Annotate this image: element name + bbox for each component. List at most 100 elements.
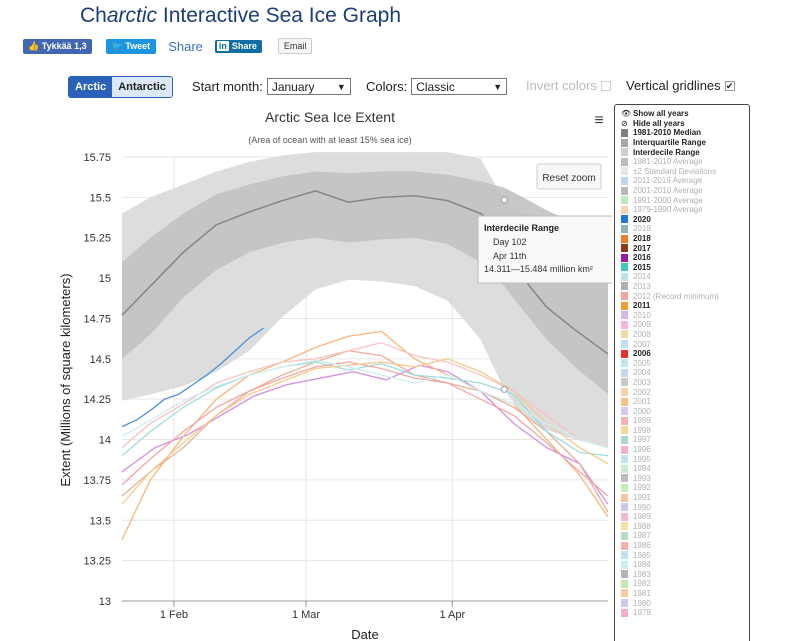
- arctic-button[interactable]: Arctic: [69, 77, 113, 97]
- reset-zoom-button[interactable]: Reset zoom: [536, 163, 602, 190]
- legend-item-2011[interactable]: 2011: [621, 301, 749, 311]
- legend-label: 1993: [633, 473, 651, 483]
- legend-item-2012-record-minimum[interactable]: 2012 (Record minimum): [621, 291, 749, 301]
- legend-item-1989[interactable]: 1989: [621, 512, 749, 522]
- legend-item-2000[interactable]: 2000: [621, 406, 749, 416]
- invert-colors-checkbox[interactable]: [600, 80, 611, 91]
- legend-item-1993[interactable]: 1993: [621, 474, 749, 484]
- share-link[interactable]: Share: [168, 38, 203, 54]
- legend-item-2015[interactable]: 2015: [621, 263, 749, 273]
- legend-item-2020[interactable]: 2020: [621, 215, 749, 225]
- reset-zoom-box[interactable]: [536, 163, 602, 190]
- legend-label: 1995: [633, 454, 651, 464]
- legend-item-2007[interactable]: 2007: [621, 339, 749, 349]
- legend-item-1991[interactable]: 1991: [621, 493, 749, 503]
- legend-swatch: [621, 483, 628, 492]
- legend-item-1999[interactable]: 1999: [621, 416, 749, 426]
- legend-swatch: [621, 215, 628, 224]
- legend-item-hide-all-years[interactable]: ⊘ Hide all years: [621, 119, 749, 129]
- legend-item--2-standard-deviations[interactable]: ±2 Standard Deviations: [621, 167, 749, 177]
- legend-item-2006[interactable]: 2006: [621, 349, 749, 359]
- legend-item-1992[interactable]: 1992: [621, 483, 749, 493]
- legend-item-1998[interactable]: 1998: [621, 426, 749, 436]
- legend-item-1995[interactable]: 1995: [621, 454, 749, 464]
- reset-zoom-label[interactable]: Reset zoom: [542, 173, 595, 184]
- invert-colors-label: Invert colors: [526, 78, 597, 93]
- legend-label: 1979-1990 Average: [633, 205, 703, 215]
- legend-item-2004[interactable]: 2004: [621, 368, 749, 378]
- legend-swatch: [621, 311, 628, 320]
- chart-bands: [122, 152, 608, 448]
- legend-item-2001[interactable]: 2001: [621, 397, 749, 407]
- legend-item-1982[interactable]: 1982: [621, 579, 749, 589]
- legend-item-1981[interactable]: 1981: [621, 589, 749, 599]
- facebook-like-button[interactable]: 👍 Tykkää 1,3: [23, 38, 92, 54]
- series-line-1981-2010-median: [121, 190, 609, 355]
- legend-label: 1992: [633, 483, 651, 493]
- legend-item-1983[interactable]: 1983: [621, 570, 749, 580]
- legend-item-2001-2010-average[interactable]: 2001-2010 Average: [621, 186, 749, 196]
- legend-label: 1985: [633, 550, 651, 560]
- tooltip: Interdecile Range Day 102 Apr 11th 14.31…: [477, 215, 612, 284]
- legend-item-1981-2010-median[interactable]: 1981-2010 Median: [621, 128, 749, 138]
- legend-item-1984[interactable]: 1984: [621, 560, 749, 570]
- legend-item-2016[interactable]: 2016: [621, 253, 749, 263]
- legend-item-2010[interactable]: 2010: [621, 310, 749, 320]
- legend-item-2008[interactable]: 2008: [621, 330, 749, 340]
- legend-item-2018[interactable]: 2018: [621, 234, 749, 244]
- eye-slash-icon: ⊘: [621, 118, 628, 128]
- hamburger-menu-icon[interactable]: ≡: [594, 112, 603, 129]
- legend-item-2002[interactable]: 2002: [621, 387, 749, 397]
- legend-label: 1998: [633, 425, 651, 435]
- start-month-select[interactable]: January ▼: [266, 78, 351, 95]
- legend-item-show-all-years[interactable]: 👁 Show all years: [621, 109, 749, 119]
- legend-item-interquartile-range[interactable]: Interquartile Range: [621, 138, 749, 148]
- legend-item-2017[interactable]: 2017: [621, 243, 749, 253]
- vertical-gridlines-checkbox[interactable]: ✔: [724, 80, 735, 91]
- legend-item-2014[interactable]: 2014: [621, 272, 749, 282]
- legend-label: 1980: [633, 598, 651, 608]
- x-tick-label: 1 Apr: [439, 609, 465, 621]
- legend-item-1980[interactable]: 1980: [621, 598, 749, 608]
- legend-item-2003[interactable]: 2003: [621, 378, 749, 388]
- legend-item-1979[interactable]: 1979: [621, 608, 749, 618]
- legend-swatch: [621, 512, 628, 521]
- series-line-2014: [121, 359, 609, 449]
- chart-lines: [121, 190, 609, 540]
- legend-item-interdecile-range[interactable]: Interdecile Range: [621, 147, 749, 157]
- linkedin-share-button[interactable]: in Share: [214, 39, 262, 53]
- legend-item-1981-2010-average[interactable]: 1981-2010 Average: [621, 157, 749, 167]
- legend-item-2011-2019-average[interactable]: 2011-2019 Average: [621, 176, 749, 186]
- tweet-button[interactable]: 🐦 Tweet: [105, 38, 157, 54]
- legend-item-2019[interactable]: 2019: [621, 224, 749, 234]
- legend-item-1994[interactable]: 1994: [621, 464, 749, 474]
- legend-swatch: [621, 464, 628, 473]
- legend-item-1985[interactable]: 1985: [621, 550, 749, 560]
- colors-select[interactable]: Classic ▼: [411, 78, 508, 95]
- legend-swatch: [621, 349, 628, 358]
- legend-item-1996[interactable]: 1996: [621, 445, 749, 455]
- legend-swatch: [621, 551, 628, 560]
- legend-item-1991-2000-average[interactable]: 1991-2000 Average: [621, 195, 749, 205]
- y-tick-label: 13.5: [90, 515, 111, 527]
- legend-item-1987[interactable]: 1987: [621, 531, 749, 541]
- legend-item-2013[interactable]: 2013: [621, 282, 749, 292]
- legend-item-1990[interactable]: 1990: [621, 502, 749, 512]
- legend-item-2005[interactable]: 2005: [621, 358, 749, 368]
- legend-item-2009[interactable]: 2009: [621, 320, 749, 330]
- legend-label: 1979: [633, 608, 651, 618]
- legend-item-1997[interactable]: 1997: [621, 435, 749, 445]
- legend-label: Interdecile Range: [633, 147, 700, 157]
- colors-label: Colors:: [366, 79, 408, 94]
- email-button[interactable]: Email: [277, 38, 313, 54]
- antarctic-button[interactable]: Antarctic: [112, 77, 172, 97]
- legend-item-1986[interactable]: 1986: [621, 541, 749, 551]
- y-tick-label: 15: [99, 273, 111, 285]
- chart-menu-button[interactable]: ≡: [594, 112, 603, 129]
- legend-label: 2014: [633, 272, 651, 282]
- legend-item-1979-1990-average[interactable]: 1979-1990 Average: [621, 205, 749, 215]
- legend-item-1988[interactable]: 1988: [621, 522, 749, 532]
- y-axis-title: Extent (Millions of square kilometers): [58, 273, 73, 486]
- tooltip-day: Day 102: [493, 237, 527, 247]
- legend-label: 2010: [633, 310, 651, 320]
